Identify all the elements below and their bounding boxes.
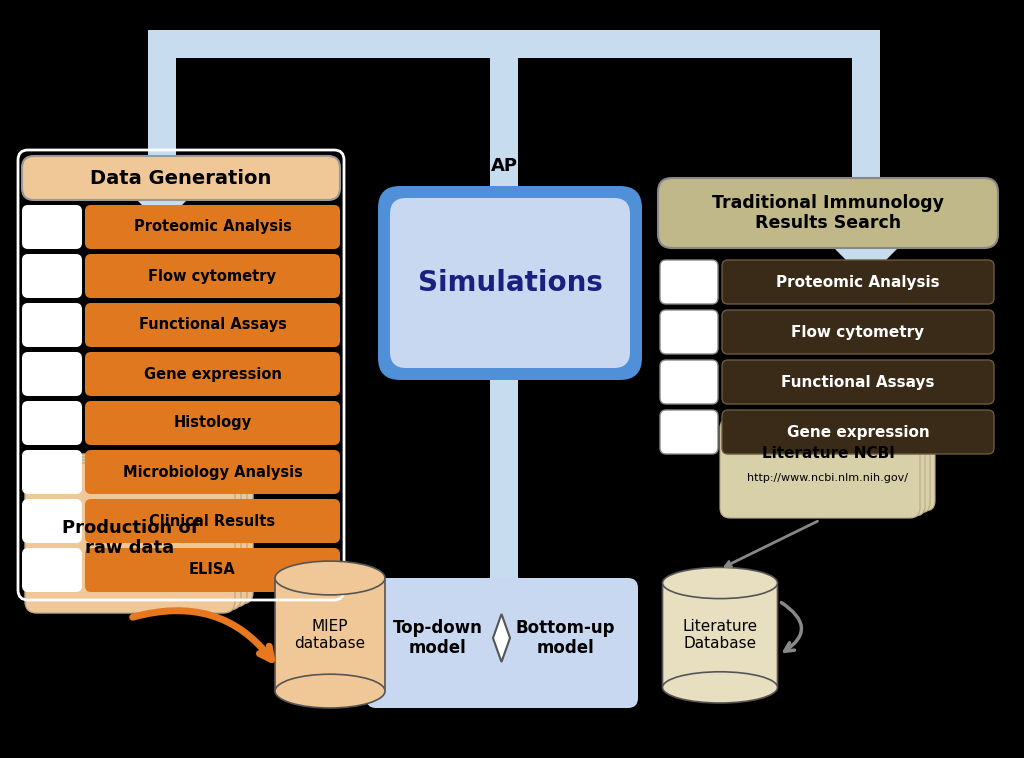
FancyBboxPatch shape [85, 352, 340, 396]
FancyBboxPatch shape [658, 178, 998, 248]
FancyBboxPatch shape [37, 457, 247, 607]
FancyBboxPatch shape [22, 254, 82, 298]
Polygon shape [148, 58, 176, 193]
FancyBboxPatch shape [275, 578, 385, 691]
Text: Proteomic Analysis: Proteomic Analysis [133, 220, 292, 234]
Text: Top-down
model: Top-down model [393, 619, 483, 657]
Ellipse shape [663, 568, 777, 599]
Polygon shape [490, 30, 518, 330]
Text: Flow cytometry: Flow cytometry [792, 324, 925, 340]
Polygon shape [130, 193, 194, 225]
Polygon shape [852, 58, 880, 248]
FancyBboxPatch shape [85, 401, 340, 445]
FancyBboxPatch shape [22, 156, 340, 200]
Polygon shape [148, 30, 880, 58]
FancyBboxPatch shape [378, 186, 642, 380]
FancyBboxPatch shape [22, 205, 82, 249]
FancyBboxPatch shape [25, 463, 234, 613]
Text: Functional Assays: Functional Assays [138, 318, 287, 333]
FancyBboxPatch shape [43, 454, 253, 604]
FancyBboxPatch shape [660, 260, 718, 304]
FancyBboxPatch shape [31, 460, 241, 610]
FancyBboxPatch shape [730, 413, 930, 513]
FancyBboxPatch shape [85, 548, 340, 592]
Polygon shape [490, 368, 518, 618]
FancyBboxPatch shape [660, 360, 718, 404]
FancyBboxPatch shape [663, 583, 777, 688]
Ellipse shape [275, 674, 385, 708]
FancyBboxPatch shape [720, 418, 920, 518]
FancyBboxPatch shape [725, 416, 925, 516]
Text: http://www.ncbi.nlm.nih.gov/: http://www.ncbi.nlm.nih.gov/ [748, 473, 908, 483]
Text: Flow cytometry: Flow cytometry [148, 268, 276, 283]
Text: Gene expression: Gene expression [143, 367, 282, 381]
Text: AP: AP [490, 157, 517, 175]
FancyBboxPatch shape [22, 303, 82, 347]
FancyBboxPatch shape [366, 578, 511, 708]
FancyBboxPatch shape [722, 360, 994, 404]
FancyBboxPatch shape [493, 578, 638, 708]
Text: Traditional Immunology
Results Search: Traditional Immunology Results Search [712, 193, 944, 233]
Ellipse shape [663, 672, 777, 703]
FancyBboxPatch shape [22, 352, 82, 396]
Text: Gene expression: Gene expression [786, 424, 930, 440]
FancyBboxPatch shape [85, 205, 340, 249]
FancyBboxPatch shape [722, 310, 994, 354]
FancyBboxPatch shape [660, 310, 718, 354]
Text: Functional Assays: Functional Assays [781, 374, 935, 390]
Text: Data Generation: Data Generation [90, 168, 271, 187]
FancyBboxPatch shape [22, 450, 82, 494]
Text: Simulations: Simulations [418, 269, 602, 297]
FancyBboxPatch shape [22, 401, 82, 445]
Text: Histology: Histology [173, 415, 252, 431]
Text: Production of
raw data: Production of raw data [61, 518, 199, 557]
Text: Clinical Results: Clinical Results [150, 513, 275, 528]
Polygon shape [834, 248, 898, 280]
FancyBboxPatch shape [85, 499, 340, 543]
Polygon shape [482, 340, 526, 368]
FancyBboxPatch shape [722, 260, 994, 304]
Text: Bottom-up
model: Bottom-up model [515, 619, 614, 657]
FancyBboxPatch shape [85, 303, 340, 347]
Ellipse shape [275, 561, 385, 595]
FancyBboxPatch shape [85, 450, 340, 494]
FancyBboxPatch shape [722, 410, 994, 454]
FancyBboxPatch shape [22, 548, 82, 592]
Text: Literature NCBI: Literature NCBI [762, 446, 894, 461]
Text: Microbiology Analysis: Microbiology Analysis [123, 465, 302, 480]
Text: Proteomic Analysis: Proteomic Analysis [776, 274, 940, 290]
Text: ELISA: ELISA [189, 562, 236, 578]
Polygon shape [493, 614, 510, 662]
FancyBboxPatch shape [390, 198, 630, 368]
FancyBboxPatch shape [85, 254, 340, 298]
Text: MIEP
database: MIEP database [295, 619, 366, 651]
Text: Literature
Database: Literature Database [682, 619, 758, 651]
FancyBboxPatch shape [735, 411, 935, 511]
FancyBboxPatch shape [22, 499, 82, 543]
FancyBboxPatch shape [660, 410, 718, 454]
